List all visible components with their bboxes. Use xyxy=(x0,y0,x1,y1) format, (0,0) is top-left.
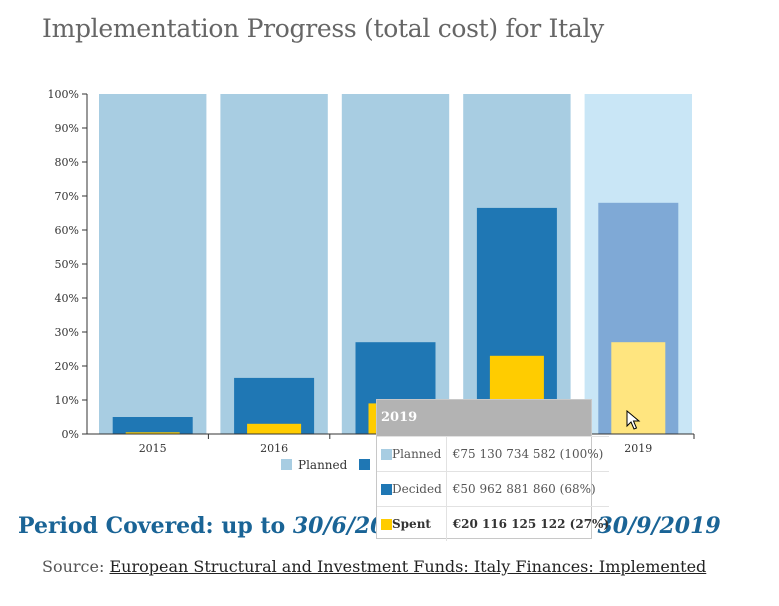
tooltip-value: €20 116 125 122 xyxy=(452,517,566,531)
bar-spent xyxy=(125,432,180,434)
bar-planned xyxy=(99,94,207,434)
y-tick-label: 80% xyxy=(55,156,79,169)
x-tick-label: 2019 xyxy=(624,442,652,455)
source-link[interactable]: European Structural and Investment Funds… xyxy=(109,557,707,576)
tooltip-row-decided: Decided €50 962 881 860 (68%) xyxy=(377,471,610,507)
x-tick-label: 2016 xyxy=(260,442,288,455)
legend-swatch xyxy=(281,459,292,470)
y-tick-label: 70% xyxy=(55,190,79,203)
y-tick-label: 20% xyxy=(55,360,79,373)
tooltip-label: Planned xyxy=(392,436,447,472)
tooltip-value: €50 962 881 860 xyxy=(452,482,556,496)
legend-swatch xyxy=(359,459,370,470)
spent-swatch xyxy=(381,519,392,530)
period-prefix: Period Covered: up to xyxy=(18,513,286,539)
chart-title: Implementation Progress (total cost) for… xyxy=(42,14,604,43)
decided-swatch xyxy=(381,484,392,495)
mouse-cursor-icon xyxy=(626,410,641,430)
tooltip-value: €75 130 734 582 xyxy=(452,447,556,461)
tooltip-row-spent: Spent €20 116 125 122 (27%) xyxy=(377,506,610,541)
chart-tooltip: 2019 Planned €75 130 734 582 (100%) Deci… xyxy=(376,399,610,541)
y-tick-label: 30% xyxy=(55,326,79,339)
y-tick-label: 0% xyxy=(62,428,79,441)
tooltip-label: Decided xyxy=(392,471,447,507)
tooltip-pct: (27%) xyxy=(569,517,610,531)
y-tick-label: 90% xyxy=(55,122,79,135)
period-date-start: 30/6/20 xyxy=(292,513,386,539)
x-tick-label: 2015 xyxy=(139,442,167,455)
tooltip-row-planned: Planned €75 130 734 582 (100%) xyxy=(377,436,610,472)
tooltip-label: Spent xyxy=(392,506,447,541)
period-covered: Period Covered: up to 30/6/20 30/9/2019 xyxy=(18,513,721,539)
legend-label: Planned xyxy=(298,458,348,472)
bar-spent xyxy=(247,423,302,434)
y-tick-label: 100% xyxy=(48,88,79,101)
tooltip-pct: (100%) xyxy=(559,447,604,461)
y-tick-label: 40% xyxy=(55,292,79,305)
tooltip-pct: (68%) xyxy=(559,482,596,496)
y-tick-label: 10% xyxy=(55,394,79,407)
source-label: Source: xyxy=(42,557,105,576)
tooltip-table: Planned €75 130 734 582 (100%) Decided €… xyxy=(377,436,610,541)
y-tick-label: 60% xyxy=(55,224,79,237)
period-date-end: 30/9/2019 xyxy=(597,513,721,539)
bar-decided xyxy=(112,417,193,434)
bar-spent xyxy=(611,342,666,434)
planned-swatch xyxy=(381,449,392,460)
y-tick-label: 50% xyxy=(55,258,79,271)
source-line: Source: European Structural and Investme… xyxy=(42,557,706,576)
bar-planned xyxy=(220,94,328,434)
tooltip-title: 2019 xyxy=(377,400,591,436)
